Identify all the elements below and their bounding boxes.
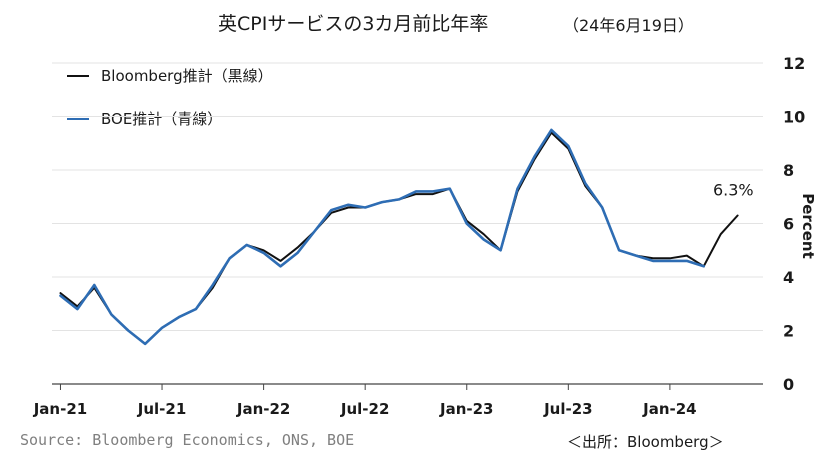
x-tick-label: Jan-21 (33, 400, 87, 418)
y-tick-label: 4 (783, 268, 794, 287)
y-axis-title: Percent (799, 193, 817, 259)
y-tick-label: 0 (783, 375, 794, 394)
y-tick-label: 2 (783, 322, 794, 341)
end-value-label: 6.3% (713, 180, 754, 199)
y-tick-label: 12 (783, 54, 805, 73)
legend-swatch-bloomberg (67, 74, 89, 77)
source-note: Source: Bloomberg Economics, ONS, BOE (20, 431, 355, 449)
x-tick-label: Jul-23 (543, 400, 593, 418)
x-tick-label: Jul-22 (340, 400, 390, 418)
y-tick-label: 6 (783, 215, 794, 234)
chart-title: 英CPIサービスの3カ月前比年率 (218, 13, 489, 35)
x-tick-label: Jan-22 (236, 400, 290, 418)
credit-note: ＜出所：Bloomberg＞ (567, 433, 724, 451)
legend-swatch-boe (67, 117, 89, 120)
x-tick-label: Jul-21 (137, 400, 187, 418)
series-line-boe (59, 128, 706, 346)
legend-label-bloomberg: Bloomberg推計（黒線） (101, 67, 273, 85)
y-tick-label: 8 (783, 161, 794, 180)
legend-item-boe: BOE推計（青線） (67, 108, 222, 129)
date-label: （24年6月19日） (563, 16, 694, 35)
legend-item-bloomberg: Bloomberg推計（黒線） (67, 65, 273, 86)
x-tick-label: Jan-24 (642, 400, 696, 418)
y-tick-label: 10 (783, 108, 805, 127)
x-tick-label: Jan-23 (439, 400, 493, 418)
legend-label-boe: BOE推計（青線） (101, 110, 223, 128)
series-line-bloomberg (59, 131, 739, 345)
